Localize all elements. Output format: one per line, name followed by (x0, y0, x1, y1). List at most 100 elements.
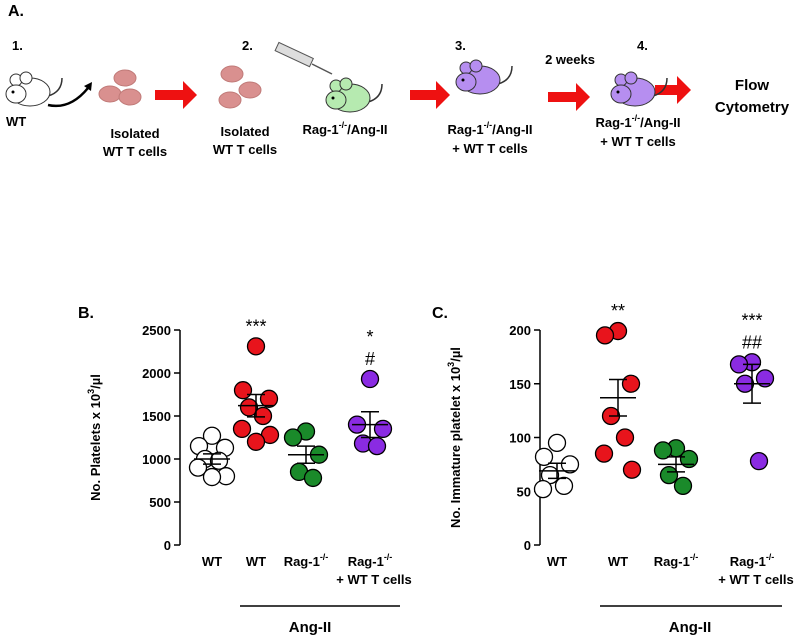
data-point (560, 455, 580, 474)
x-tick-label-part: WT (246, 554, 266, 569)
syringe-body (274, 41, 314, 68)
connector (47, 87, 89, 108)
data-point (233, 381, 253, 400)
output-label: Flow (735, 77, 769, 94)
mouse (325, 77, 383, 113)
arrow (155, 81, 197, 109)
y-axis-label-part: /µl (88, 374, 103, 389)
x-tick-label: Rag-1-/- (654, 552, 699, 569)
mouse-ear (624, 71, 638, 85)
mouse (610, 71, 668, 107)
mouse-label: Rag-1-/-/Ang-II (595, 113, 680, 130)
data-point (246, 337, 266, 356)
x-tick-label-part: Rag-1 (654, 554, 690, 569)
data-point (202, 426, 222, 445)
x-tick-label-part: WT (608, 554, 628, 569)
x-tick-label-sup: -/- (766, 552, 775, 562)
data-point (679, 449, 699, 469)
cells-label: WT T cells (213, 142, 277, 157)
y-tick-label: 500 (149, 495, 171, 510)
cells (98, 65, 262, 109)
output-label: Cytometry (715, 99, 790, 116)
mouse (455, 59, 513, 95)
interval-label: 2 weeks (545, 52, 595, 67)
data-point (303, 468, 323, 488)
y-axis-label-part: No. Platelets x 10 (88, 394, 103, 501)
data-point (232, 419, 252, 439)
cell (218, 91, 242, 109)
y-tick-label: 2000 (142, 366, 171, 381)
data-point (534, 447, 554, 467)
cell (118, 88, 142, 106)
data-point (622, 460, 642, 479)
cell (238, 81, 262, 99)
arrow (548, 83, 590, 111)
cells-label: WT T cells (103, 144, 167, 159)
arrows (155, 76, 691, 111)
y-tick-label: 1500 (142, 409, 171, 424)
arrow (410, 81, 450, 109)
mouse-head (610, 84, 632, 104)
x-tick-label: + WT T cells (336, 572, 412, 587)
x-tick-label: WT (202, 554, 222, 569)
x-tick-label-part: Rag-1 (284, 554, 320, 569)
syringe (274, 41, 333, 75)
x-tick-label-sup: -/- (320, 552, 329, 562)
x-tick-label: WT (547, 554, 567, 569)
mouse-tail (497, 65, 513, 85)
mouse-label: Rag-1-/-/Ang-II (302, 120, 387, 137)
data-point (259, 389, 279, 408)
significance-label: *** (741, 310, 762, 330)
data-point (239, 398, 259, 417)
panel-label: C. (432, 305, 448, 322)
panel-label: A. (8, 3, 24, 20)
x-tick-label: + WT T cells (718, 572, 794, 587)
data-point (653, 441, 673, 460)
x-tick-label-sup: -/- (384, 552, 393, 562)
y-axis-label-part: /µl (448, 347, 463, 362)
step-number: 2. (242, 38, 253, 53)
data-point (202, 467, 222, 487)
data-point (253, 406, 273, 426)
x-tick-label: WT (246, 554, 266, 569)
x-tick-label-part: Rag-1 (348, 554, 384, 569)
data-point (594, 444, 614, 463)
mouse-eye (616, 90, 620, 94)
significance-label: # (365, 349, 375, 369)
y-tick-label: 100 (509, 431, 531, 446)
significance-label: ** (611, 301, 625, 321)
mouse-tail (47, 77, 63, 97)
mouse-head (325, 90, 347, 110)
data-point (621, 374, 641, 393)
x-tick-label: Rag-1-/- (730, 552, 775, 569)
group-label: Ang-II (669, 619, 712, 636)
y-tick-label: 2500 (142, 323, 171, 338)
data-point (360, 369, 380, 389)
group-label: Ang-II (289, 619, 332, 636)
y-tick-label: 1000 (142, 452, 171, 467)
arrow (655, 76, 691, 104)
data-point (209, 451, 229, 470)
data-point (659, 465, 679, 485)
mouse-ear (339, 77, 353, 91)
x-tick-label-part: WT (547, 554, 567, 569)
mouse-label: WT (6, 114, 26, 129)
y-tick-label: 0 (524, 538, 531, 553)
data-point (755, 369, 775, 388)
data-point (749, 451, 769, 471)
needle (311, 63, 333, 75)
y-tick-label: 200 (509, 323, 531, 338)
mouse-tail (367, 83, 383, 103)
x-tick-label-part: Rag-1 (730, 554, 766, 569)
mouse-eye (331, 96, 335, 100)
mouse-tail (652, 77, 668, 97)
mouse-ear (19, 71, 33, 85)
cell (220, 65, 244, 83)
mouse-ear (469, 59, 483, 73)
data-point (595, 326, 615, 345)
mouse-label: + WT T cells (452, 141, 528, 156)
mouse-label: + WT T cells (600, 134, 676, 149)
significance-label: ## (742, 332, 762, 352)
